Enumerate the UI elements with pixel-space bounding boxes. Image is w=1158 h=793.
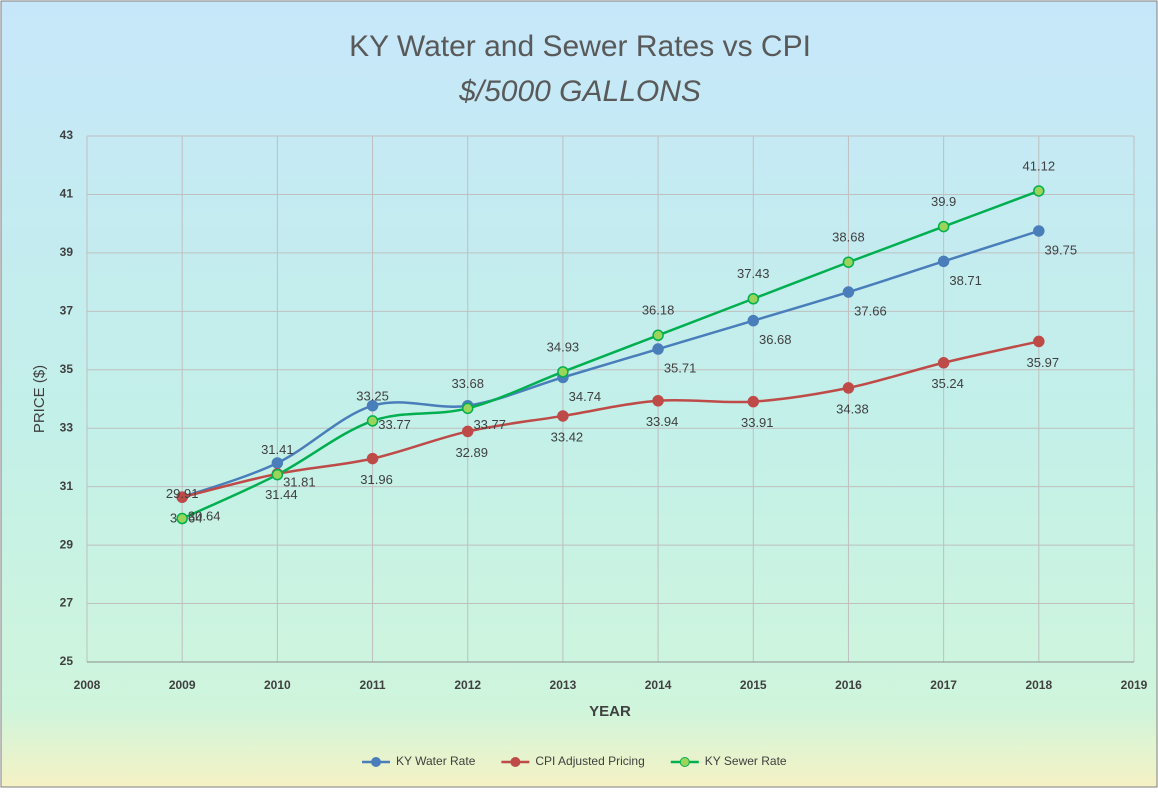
marker bbox=[1033, 335, 1045, 348]
data-label: 36.18 bbox=[642, 303, 675, 318]
x-tick-label: 2017 bbox=[930, 678, 957, 692]
x-tick-label: 2008 bbox=[74, 678, 101, 692]
legend-label: CPI Adjusted Pricing bbox=[535, 754, 644, 768]
marker bbox=[557, 366, 569, 378]
marker bbox=[366, 399, 379, 412]
line bbox=[181, 340, 1040, 499]
marker bbox=[176, 491, 188, 503]
data-label: 33.77 bbox=[378, 417, 411, 432]
data-label: 38.71 bbox=[949, 273, 982, 288]
marker bbox=[271, 468, 284, 481]
marker bbox=[461, 425, 474, 438]
data-label: 34.38 bbox=[836, 401, 869, 416]
x-tick-label: 2013 bbox=[550, 678, 577, 692]
marker bbox=[557, 410, 569, 422]
data-label: 33.25 bbox=[356, 388, 389, 403]
x-tick-label: 2012 bbox=[454, 678, 481, 692]
data-label: 33.94 bbox=[646, 414, 679, 429]
x-axis-label: YEAR bbox=[589, 703, 631, 720]
y-tick-label: 43 bbox=[60, 128, 74, 142]
marker bbox=[842, 382, 855, 394]
marker bbox=[937, 255, 950, 268]
data-label: 37.43 bbox=[737, 266, 770, 281]
data-label: 32.89 bbox=[455, 445, 488, 460]
marker bbox=[747, 314, 760, 327]
marker bbox=[937, 357, 950, 369]
marker bbox=[1033, 225, 1045, 237]
data-label: 31.44 bbox=[265, 487, 298, 502]
chart-title: KY Water and Sewer Rates vs CPI bbox=[349, 30, 811, 63]
line bbox=[181, 189, 1040, 520]
x-tick-label: 2015 bbox=[740, 678, 767, 692]
y-tick-label: 39 bbox=[60, 245, 74, 259]
data-label: 34.74 bbox=[569, 389, 602, 404]
data-label: 35.24 bbox=[931, 376, 964, 391]
marker bbox=[271, 457, 284, 469]
y-tick-label: 37 bbox=[60, 304, 74, 318]
y-axis-label: PRICE ($) bbox=[31, 365, 48, 433]
data-label: 31.96 bbox=[360, 472, 393, 487]
data-label: 33.42 bbox=[551, 429, 584, 444]
marker bbox=[652, 343, 664, 355]
data-label: 33.91 bbox=[741, 415, 774, 430]
data-label: 30.64 bbox=[188, 509, 221, 524]
data-label: 39.9 bbox=[931, 194, 956, 209]
y-tick-label: 29 bbox=[60, 537, 74, 551]
data-label: 41.12 bbox=[1023, 158, 1056, 173]
data-label: 36.68 bbox=[759, 332, 792, 347]
chart-subtitle: $/5000 GALLONS bbox=[458, 75, 701, 108]
x-tick-label: 2016 bbox=[835, 678, 862, 692]
legend-marker bbox=[679, 757, 690, 767]
marker bbox=[1033, 185, 1045, 197]
marker bbox=[842, 256, 855, 268]
data-label: 33.77 bbox=[473, 417, 506, 432]
data-label: 39.75 bbox=[1045, 242, 1078, 257]
y-tick-label: 27 bbox=[60, 596, 74, 610]
legend-label: KY Sewer Rate bbox=[705, 754, 787, 768]
marker bbox=[652, 395, 664, 407]
x-tick-label: 2011 bbox=[360, 678, 386, 692]
marker bbox=[461, 402, 474, 415]
marker bbox=[747, 395, 760, 408]
data-label: 38.68 bbox=[832, 230, 865, 245]
line bbox=[181, 229, 1040, 499]
data-label: 34.93 bbox=[547, 339, 580, 354]
x-tick-label: 2010 bbox=[264, 678, 291, 692]
data-label: 35.71 bbox=[664, 360, 697, 375]
y-tick-label: 33 bbox=[60, 420, 74, 434]
marker bbox=[652, 329, 664, 342]
data-label: 35.97 bbox=[1027, 355, 1060, 370]
x-tick-label: 2014 bbox=[645, 678, 672, 692]
marker bbox=[176, 512, 188, 525]
x-tick-label: 2009 bbox=[169, 678, 196, 692]
marker bbox=[747, 293, 760, 305]
data-label: 33.68 bbox=[451, 376, 484, 391]
x-tick-label: 2018 bbox=[1025, 678, 1052, 692]
y-tick-label: 35 bbox=[60, 362, 74, 376]
legend-marker bbox=[371, 757, 381, 767]
data-label: 31.41 bbox=[261, 442, 294, 457]
data-label: 31.81 bbox=[283, 474, 316, 489]
marker bbox=[366, 452, 379, 465]
marker bbox=[842, 286, 855, 298]
data-label: 29.91 bbox=[166, 486, 199, 501]
y-tick-label: 25 bbox=[60, 654, 74, 668]
y-tick-label: 31 bbox=[60, 479, 74, 493]
marker bbox=[366, 415, 379, 427]
data-label: 37.66 bbox=[854, 303, 887, 318]
legend-label: KY Water Rate bbox=[396, 754, 476, 768]
legend-marker bbox=[510, 757, 521, 767]
x-tick-label: 2019 bbox=[1121, 678, 1148, 692]
y-tick-label: 41 bbox=[60, 187, 74, 201]
marker bbox=[937, 220, 950, 233]
